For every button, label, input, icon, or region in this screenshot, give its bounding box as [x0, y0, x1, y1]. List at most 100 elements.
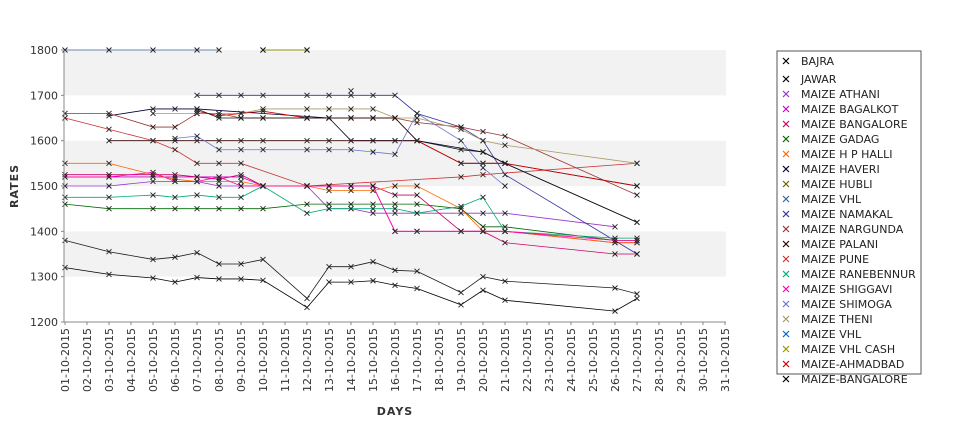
data-point	[106, 160, 112, 167]
data-point	[62, 110, 68, 117]
data-point	[634, 192, 640, 198]
data-point	[150, 256, 156, 263]
legend-marker-icon	[782, 375, 790, 383]
legend-label: MAIZE PALANI	[801, 238, 878, 251]
data-point	[414, 110, 420, 117]
data-point	[634, 235, 640, 241]
data-point	[348, 201, 354, 207]
data-point	[238, 205, 244, 212]
legend-marker-icon	[782, 105, 790, 113]
legend-entry: MAIZE BANGALORE	[782, 118, 908, 131]
data-point	[392, 92, 398, 99]
data-point	[392, 137, 398, 144]
data-point	[150, 275, 156, 281]
data-point	[458, 160, 464, 167]
legend-entry: MAIZE THENI	[782, 313, 873, 326]
legend-label: MAIZE GADAG	[801, 133, 879, 146]
data-point	[194, 133, 200, 139]
legend-entry: MAIZE NAMAKAL	[782, 208, 894, 221]
data-point	[194, 249, 200, 256]
legend-label: MAIZE VHL CASH	[801, 343, 895, 356]
data-point	[260, 277, 266, 284]
data-point	[216, 47, 222, 53]
data-point	[326, 279, 332, 285]
data-point	[150, 178, 156, 185]
series-maize-vhl-cash	[260, 47, 310, 53]
y-tick-label: 1200	[30, 316, 58, 329]
data-point	[392, 267, 398, 274]
x-tick-label: 06-10-2015	[169, 328, 182, 392]
data-point	[194, 106, 200, 112]
legend-marker-icon	[782, 360, 790, 368]
data-point	[414, 115, 420, 121]
data-point	[634, 183, 640, 189]
x-tick-label: 08-10-2015	[213, 328, 226, 392]
legend-entry: MAIZE VHL CASH	[782, 343, 895, 356]
x-tick-label: 20-10-2015	[477, 328, 490, 392]
data-point	[326, 183, 332, 189]
legend-marker-icon	[782, 255, 790, 263]
x-tick-label: 14-10-2015	[345, 328, 358, 392]
data-point	[216, 137, 222, 144]
data-point	[260, 137, 266, 144]
data-point	[348, 115, 354, 121]
data-point	[260, 115, 266, 121]
data-point	[326, 115, 332, 121]
data-point	[304, 115, 310, 121]
x-tick-label: 02-10-2015	[81, 328, 94, 392]
legend-marker-icon	[782, 57, 790, 65]
data-point	[216, 92, 222, 99]
x-tick-label: 22-10-2015	[521, 328, 534, 392]
legend-box	[776, 50, 922, 375]
legend-entry: MAIZE PALANI	[782, 238, 878, 251]
data-point	[62, 174, 68, 180]
data-point	[238, 276, 244, 282]
x-tick-label: 16-10-2015	[389, 328, 402, 392]
data-point	[260, 106, 266, 112]
legend-entry: JAWAR	[782, 73, 837, 86]
legend-entry: MAIZE NARGUNDA	[782, 223, 904, 236]
data-point	[150, 192, 156, 198]
x-tick-label: 12-10-2015	[301, 328, 314, 392]
data-point	[150, 110, 156, 117]
data-point	[150, 47, 156, 53]
data-point	[370, 137, 376, 144]
legend-label: MAIZE VHL	[801, 328, 862, 341]
data-point	[458, 228, 464, 235]
data-point	[634, 291, 640, 297]
series-line	[65, 181, 616, 228]
data-point	[502, 239, 508, 246]
x-tick-label: 03-10-2015	[103, 328, 116, 392]
data-point	[480, 223, 486, 230]
legend-entry: MAIZE VHL	[782, 193, 862, 206]
data-point	[194, 174, 200, 180]
grid-band	[64, 50, 726, 96]
data-point	[480, 165, 486, 171]
x-tick-label: 30-10-2015	[697, 328, 710, 392]
data-point	[392, 192, 398, 198]
x-tick-label: 15-10-2015	[367, 328, 380, 392]
data-point	[392, 228, 398, 235]
series-maize-ranebennur	[62, 183, 640, 241]
data-point	[502, 297, 508, 304]
data-point	[370, 201, 376, 207]
x-tick-label: 19-10-2015	[455, 328, 468, 392]
legend-marker-icon	[782, 165, 790, 173]
series-maize-vhl	[348, 87, 354, 94]
x-tick-label: 04-10-2015	[125, 328, 138, 392]
legend-marker-icon	[782, 345, 790, 353]
data-point	[414, 268, 420, 275]
data-point	[106, 126, 112, 133]
data-point	[458, 203, 464, 210]
data-point	[194, 274, 200, 281]
x-tick-label: 07-10-2015	[191, 328, 204, 392]
data-point	[304, 295, 310, 302]
legend: BAJRA JAWAR MAIZE ATHANI MAIZE BAGALKOT MAIZ…	[776, 50, 922, 386]
data-point	[62, 47, 68, 53]
data-point	[392, 183, 398, 189]
data-point	[150, 124, 156, 130]
legend-label: MAIZE HUBLI	[801, 178, 872, 191]
data-point	[238, 160, 244, 167]
legend-marker-icon	[782, 90, 790, 98]
data-point	[238, 92, 244, 99]
